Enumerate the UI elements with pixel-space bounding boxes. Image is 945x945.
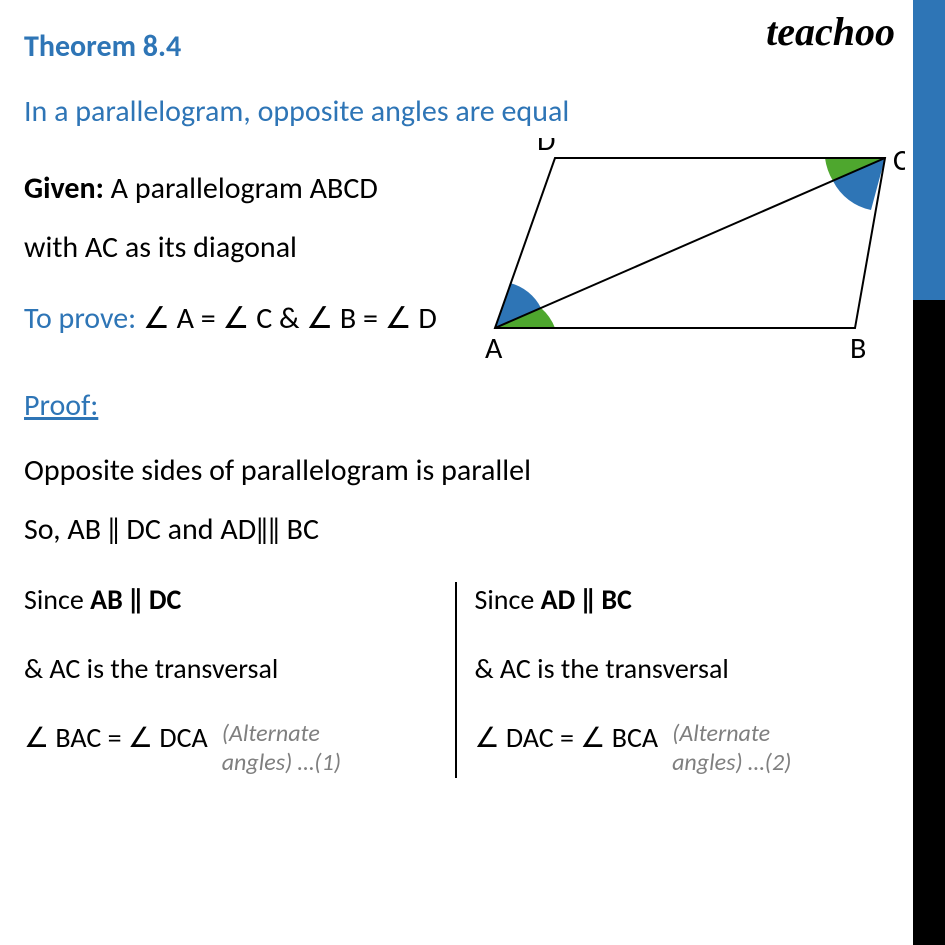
proof-line1: Opposite sides of parallelogram is paral… [24, 452, 889, 489]
two-column-proof: Since AB ‖ DC & AC is the transversal ∠ … [24, 582, 889, 778]
left-hint2: angles) …(1) [222, 749, 341, 778]
right-l3-row: ∠ DAC = ∠ BCA (Alternate angles) …(2) [475, 720, 880, 778]
right-hint: (Alternate angles) …(2) [672, 720, 791, 778]
diagonal-ac [495, 158, 885, 328]
left-l1a: Since [24, 582, 90, 617]
right-l1: Since AD ‖ BC [475, 582, 880, 617]
right-l2: & AC is the transversal [475, 651, 880, 686]
page-content: Theorem 8.4 In a parallelogram, opposite… [0, 0, 913, 945]
left-l3-row: ∠ BAC = ∠ DCA (Alternate angles) …(1) [24, 720, 437, 778]
proof-label: Proof: [24, 387, 889, 424]
theorem-statement: In a parallelogram, opposite angles are … [24, 93, 889, 130]
proof-line2: So, AB ‖ DC and AD‖‖ BC [24, 511, 889, 548]
right-column: Since AD ‖ BC & AC is the transversal ∠ … [457, 582, 890, 778]
right-hint1: (Alternate [672, 720, 791, 749]
left-l1: Since AB ‖ DC [24, 582, 437, 617]
given-text: A parallelogram ABCD [104, 170, 378, 207]
left-hint: (Alternate angles) …(1) [222, 720, 341, 778]
label-b: B [850, 330, 866, 367]
left-l2: & AC is the transversal [24, 651, 437, 686]
left-l1b: AB ‖ DC [90, 582, 181, 617]
label-a: A [485, 330, 503, 367]
parallelogram-figure: A B C D [455, 138, 905, 368]
to-prove-label: To prove: [24, 300, 136, 337]
label-c: C [893, 142, 905, 179]
right-hint2: angles) …(2) [672, 749, 791, 778]
left-l3: ∠ BAC = ∠ DCA [24, 720, 208, 755]
to-prove-text: ∠ A = ∠ C & ∠ B = ∠ D [136, 300, 437, 337]
left-column: Since AB ‖ DC & AC is the transversal ∠ … [24, 582, 457, 778]
accent-black [913, 300, 945, 945]
accent-blue [913, 0, 945, 300]
right-l1b: AD ‖ BC [541, 582, 632, 617]
right-l1a: Since [475, 582, 541, 617]
right-accent [913, 0, 945, 945]
given-label: Given: [24, 170, 104, 207]
left-hint1: (Alternate [222, 720, 341, 749]
label-d: D [537, 138, 555, 159]
theorem-title: Theorem 8.4 [24, 28, 889, 65]
right-l3: ∠ DAC = ∠ BCA [475, 720, 659, 755]
